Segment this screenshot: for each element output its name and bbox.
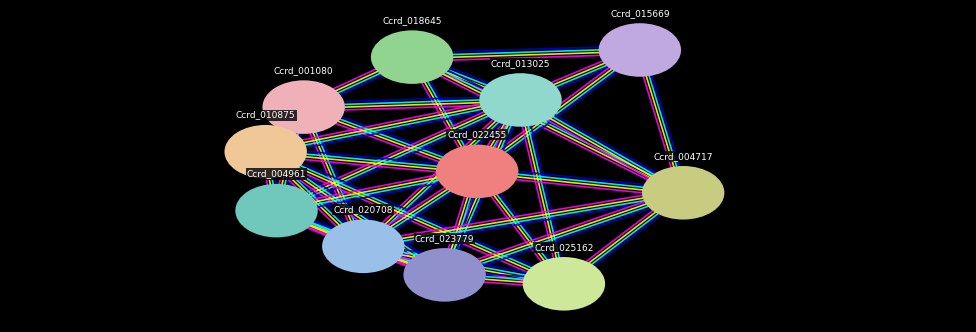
Ellipse shape bbox=[642, 166, 724, 219]
Text: Ccrd_004961: Ccrd_004961 bbox=[247, 170, 306, 179]
Text: Ccrd_010875: Ccrd_010875 bbox=[236, 111, 296, 120]
Text: Ccrd_015669: Ccrd_015669 bbox=[610, 9, 670, 18]
Ellipse shape bbox=[263, 80, 345, 134]
Ellipse shape bbox=[403, 248, 486, 302]
Text: Ccrd_022455: Ccrd_022455 bbox=[448, 130, 507, 139]
Text: Ccrd_013025: Ccrd_013025 bbox=[491, 59, 550, 68]
Text: Ccrd_025162: Ccrd_025162 bbox=[534, 243, 593, 252]
Ellipse shape bbox=[598, 23, 681, 77]
Text: Ccrd_023779: Ccrd_023779 bbox=[415, 234, 474, 243]
Text: Ccrd_020708: Ccrd_020708 bbox=[334, 205, 393, 214]
Text: Ccrd_001080: Ccrd_001080 bbox=[274, 66, 334, 75]
Ellipse shape bbox=[436, 144, 518, 198]
Ellipse shape bbox=[235, 184, 318, 237]
Ellipse shape bbox=[479, 73, 562, 127]
Text: Ccrd_004717: Ccrd_004717 bbox=[654, 152, 712, 161]
Ellipse shape bbox=[523, 257, 605, 310]
Ellipse shape bbox=[371, 30, 453, 84]
Ellipse shape bbox=[322, 219, 404, 273]
Ellipse shape bbox=[224, 125, 306, 179]
Text: Ccrd_018645: Ccrd_018645 bbox=[383, 16, 442, 25]
